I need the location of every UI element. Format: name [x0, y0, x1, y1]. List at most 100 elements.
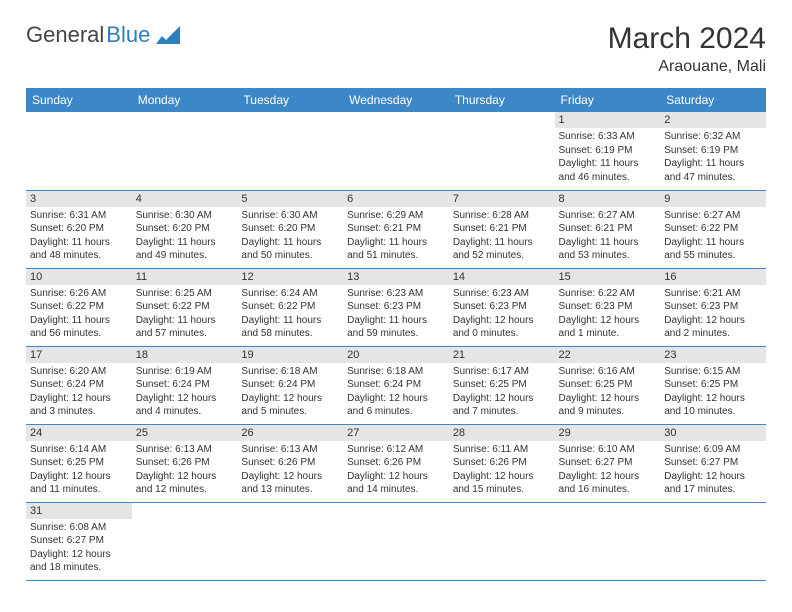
sunset-text: Sunset: 6:22 PM	[241, 300, 339, 314]
sunrise-text: Sunrise: 6:24 AM	[241, 287, 339, 301]
calendar-cell	[132, 112, 238, 190]
weekday-header: Thursday	[449, 88, 555, 112]
day-details: Sunrise: 6:33 AMSunset: 6:19 PMDaylight:…	[555, 128, 661, 188]
calendar-body: 1Sunrise: 6:33 AMSunset: 6:19 PMDaylight…	[26, 112, 766, 580]
day-details: Sunrise: 6:31 AMSunset: 6:20 PMDaylight:…	[26, 207, 132, 267]
day-number: 28	[449, 425, 555, 441]
sunrise-text: Sunrise: 6:32 AM	[664, 130, 762, 144]
calendar-cell: 10Sunrise: 6:26 AMSunset: 6:22 PMDayligh…	[26, 268, 132, 346]
calendar-week-row: 3Sunrise: 6:31 AMSunset: 6:20 PMDaylight…	[26, 190, 766, 268]
sunrise-text: Sunrise: 6:11 AM	[453, 443, 551, 457]
daylight-text: Daylight: 12 hours and 13 minutes.	[241, 470, 339, 497]
sunrise-text: Sunrise: 6:27 AM	[664, 209, 762, 223]
day-details: Sunrise: 6:28 AMSunset: 6:21 PMDaylight:…	[449, 207, 555, 267]
sunset-text: Sunset: 6:21 PM	[559, 222, 657, 236]
sunset-text: Sunset: 6:26 PM	[347, 456, 445, 470]
logo-text-blue: Blue	[106, 22, 150, 48]
sunrise-text: Sunrise: 6:15 AM	[664, 365, 762, 379]
calendar-week-row: 17Sunrise: 6:20 AMSunset: 6:24 PMDayligh…	[26, 346, 766, 424]
day-number: 4	[132, 191, 238, 207]
calendar-cell	[343, 502, 449, 580]
calendar-cell	[555, 502, 661, 580]
daylight-text: Daylight: 11 hours and 57 minutes.	[136, 314, 234, 341]
daylight-text: Daylight: 12 hours and 0 minutes.	[453, 314, 551, 341]
calendar-cell: 12 Sunrise: 6:24 AMSunset: 6:22 PMDayligh…	[237, 268, 343, 346]
calendar-cell: 30Sunrise: 6:09 AMSunset: 6:27 PMDayligh…	[660, 424, 766, 502]
sunrise-text: Sunrise: 6:18 AM	[241, 365, 339, 379]
daylight-text: Daylight: 11 hours and 51 minutes.	[347, 236, 445, 263]
day-number: 6	[343, 191, 449, 207]
calendar-cell: 29Sunrise: 6:10 AMSunset: 6:27 PMDayligh…	[555, 424, 661, 502]
calendar-cell	[26, 112, 132, 190]
sunset-text: Sunset: 6:19 PM	[664, 144, 762, 158]
daylight-text: Daylight: 12 hours and 15 minutes.	[453, 470, 551, 497]
sunset-text: Sunset: 6:21 PM	[453, 222, 551, 236]
calendar-header-row: SundayMondayTuesdayWednesdayThursdayFrid…	[26, 88, 766, 112]
day-details: Sunrise: 6:22 AMSunset: 6:23 PMDaylight:…	[555, 285, 661, 345]
daylight-text: Daylight: 11 hours and 46 minutes.	[559, 157, 657, 184]
calendar-cell: 17Sunrise: 6:20 AMSunset: 6:24 PMDayligh…	[26, 346, 132, 424]
sunrise-text: Sunrise: 6:29 AM	[347, 209, 445, 223]
calendar-cell: 19Sunrise: 6:18 AMSunset: 6:24 PMDayligh…	[237, 346, 343, 424]
calendar-cell: 31Sunrise: 6:08 AMSunset: 6:27 PMDayligh…	[26, 502, 132, 580]
sunset-text: Sunset: 6:19 PM	[559, 144, 657, 158]
calendar-week-row: 1Sunrise: 6:33 AMSunset: 6:19 PMDaylight…	[26, 112, 766, 190]
calendar-cell: 6Sunrise: 6:29 AMSunset: 6:21 PMDaylight…	[343, 190, 449, 268]
calendar-week-row: 24Sunrise: 6:14 AMSunset: 6:25 PMDayligh…	[26, 424, 766, 502]
day-number: 30	[660, 425, 766, 441]
day-number: 13	[343, 269, 449, 285]
calendar-cell: 21Sunrise: 6:17 AMSunset: 6:25 PMDayligh…	[449, 346, 555, 424]
daylight-text: Daylight: 11 hours and 58 minutes.	[241, 314, 339, 341]
daylight-text: Daylight: 11 hours and 53 minutes.	[559, 236, 657, 263]
day-number: 21	[449, 347, 555, 363]
sunrise-text: Sunrise: 6:28 AM	[453, 209, 551, 223]
sunrise-text: Sunrise: 6:18 AM	[347, 365, 445, 379]
daylight-text: Daylight: 11 hours and 56 minutes.	[30, 314, 128, 341]
sunrise-text: Sunrise: 6:23 AM	[347, 287, 445, 301]
day-details: Sunrise: 6:18 AMSunset: 6:24 PMDaylight:…	[343, 363, 449, 423]
daylight-text: Daylight: 11 hours and 50 minutes.	[241, 236, 339, 263]
calendar-cell: 5Sunrise: 6:30 AMSunset: 6:20 PMDaylight…	[237, 190, 343, 268]
sunrise-text: Sunrise: 6:30 AM	[241, 209, 339, 223]
daylight-text: Daylight: 12 hours and 17 minutes.	[664, 470, 762, 497]
sunset-text: Sunset: 6:25 PM	[453, 378, 551, 392]
calendar-cell: 14Sunrise: 6:23 AMSunset: 6:23 PMDayligh…	[449, 268, 555, 346]
calendar-cell	[237, 112, 343, 190]
daylight-text: Daylight: 12 hours and 16 minutes.	[559, 470, 657, 497]
sunset-text: Sunset: 6:27 PM	[30, 534, 128, 548]
sunset-text: Sunset: 6:20 PM	[136, 222, 234, 236]
day-number: 7	[449, 191, 555, 207]
day-number: 24	[26, 425, 132, 441]
day-number: 12	[237, 269, 343, 285]
daylight-text: Daylight: 12 hours and 7 minutes.	[453, 392, 551, 419]
day-number: 18	[132, 347, 238, 363]
sunrise-text: Sunrise: 6:09 AM	[664, 443, 762, 457]
day-details: Sunrise: 6:15 AMSunset: 6:25 PMDaylight:…	[660, 363, 766, 423]
sunrise-text: Sunrise: 6:26 AM	[30, 287, 128, 301]
sunrise-text: Sunrise: 6:10 AM	[559, 443, 657, 457]
sunrise-text: Sunrise: 6:23 AM	[453, 287, 551, 301]
day-number: 20	[343, 347, 449, 363]
calendar-cell: 9Sunrise: 6:27 AMSunset: 6:22 PMDaylight…	[660, 190, 766, 268]
calendar-cell: 2Sunrise: 6:32 AMSunset: 6:19 PMDaylight…	[660, 112, 766, 190]
sunset-text: Sunset: 6:22 PM	[136, 300, 234, 314]
day-number: 5	[237, 191, 343, 207]
day-number: 19	[237, 347, 343, 363]
sunrise-text: Sunrise: 6:27 AM	[559, 209, 657, 223]
sunrise-text: Sunrise: 6:21 AM	[664, 287, 762, 301]
daylight-text: Daylight: 12 hours and 3 minutes.	[30, 392, 128, 419]
sunset-text: Sunset: 6:22 PM	[664, 222, 762, 236]
sunrise-text: Sunrise: 6:20 AM	[30, 365, 128, 379]
calendar-cell: 11Sunrise: 6:25 AMSunset: 6:22 PMDayligh…	[132, 268, 238, 346]
calendar-week-row: 10Sunrise: 6:26 AMSunset: 6:22 PMDayligh…	[26, 268, 766, 346]
day-number: 9	[660, 191, 766, 207]
day-details: Sunrise: 6:23 AMSunset: 6:23 PMDaylight:…	[449, 285, 555, 345]
day-number: 25	[132, 425, 238, 441]
day-details: Sunrise: 6:09 AMSunset: 6:27 PMDaylight:…	[660, 441, 766, 501]
day-details: Sunrise: 6:20 AMSunset: 6:24 PMDaylight:…	[26, 363, 132, 423]
day-details: Sunrise: 6:14 AMSunset: 6:25 PMDaylight:…	[26, 441, 132, 501]
day-details: Sunrise: 6:23 AMSunset: 6:23 PMDaylight:…	[343, 285, 449, 345]
daylight-text: Daylight: 12 hours and 18 minutes.	[30, 548, 128, 575]
calendar-cell: 15Sunrise: 6:22 AMSunset: 6:23 PMDayligh…	[555, 268, 661, 346]
daylight-text: Daylight: 12 hours and 1 minute.	[559, 314, 657, 341]
